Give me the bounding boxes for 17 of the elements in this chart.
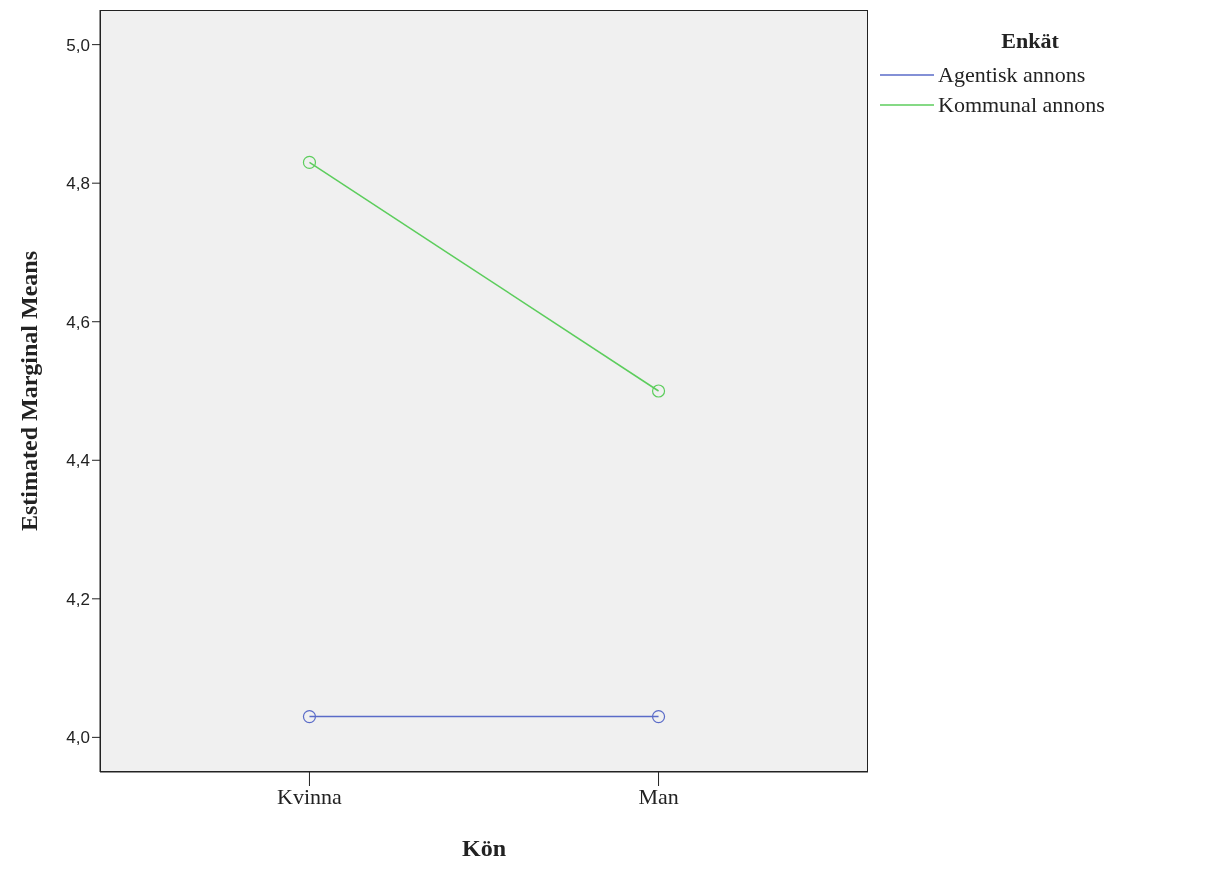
x-tick-label: Kvinna (277, 783, 343, 809)
legend-label: Kommunal annons (938, 92, 1105, 118)
legend-title: Enkät (1000, 28, 1060, 54)
legend-label: Agentisk annons (938, 62, 1086, 88)
point (651, 384, 666, 398)
x-axis-title: Kön (461, 835, 507, 861)
x-tick-label: Man (638, 783, 679, 809)
y-tick-label: 4,2 (66, 589, 90, 609)
y-tick-label: 4,6 (66, 312, 90, 332)
y-axis-title: Estimated Marginal Means (15, 251, 42, 531)
y-tick-label: 4,8 (66, 174, 90, 194)
point (302, 709, 317, 724)
point (302, 155, 317, 169)
y-tick-label: 5,0 (66, 35, 90, 55)
y-tick-label: 4,0 (66, 728, 90, 748)
y-tick-label: 4,4 (66, 451, 90, 471)
point (651, 709, 666, 724)
